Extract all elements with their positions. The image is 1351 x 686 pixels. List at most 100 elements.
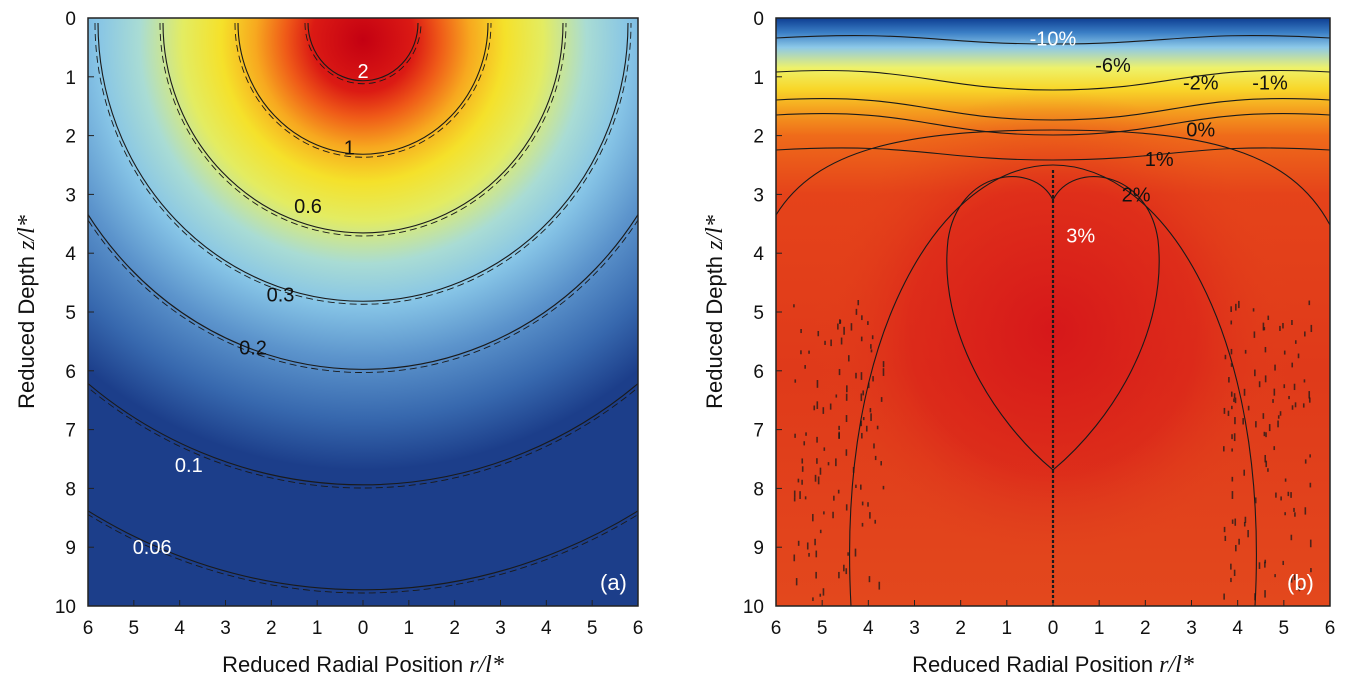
panel-b-noise-mark [1265,460,1268,468]
panel-b-noise-mark [797,540,800,546]
panel-b-noise-mark [1264,375,1267,383]
panel-b-noise-mark [838,571,840,579]
panel-b-noise-mark [845,504,848,511]
panel-b-noise-mark [1302,584,1305,590]
panel-b-noise-mark [869,408,872,413]
panel-a-contour-label: 0.6 [294,196,322,218]
panel-b-x-tick-label: 3 [1186,618,1197,639]
panel-b-noise-mark [857,300,860,306]
panel-b-noise-mark [1267,468,1269,472]
panel-b-noise-mark [1268,424,1271,432]
panel-b-noise-mark [1228,377,1230,383]
panel-b-noise-mark [816,458,818,464]
panel-b-noise-mark [860,372,863,380]
panel-b-contour-label: 1% [1145,149,1174,171]
panel-b-y-tick-label: 6 [753,362,764,383]
panel-b-noise-mark [1223,407,1226,414]
panel-b-noise-mark [806,542,809,550]
panel-a-contour-label: 0.3 [267,284,295,306]
panel-b-noise-mark [861,315,863,321]
panel-b-noise-mark [855,372,857,379]
panel-b-contour-label: -1% [1252,73,1288,95]
panel-a-contour-line [237,22,489,155]
panel-b-contour-line [776,113,1330,136]
panel-b-noise-mark [1310,324,1313,333]
panel-b-noise-mark [1247,405,1250,411]
panel-a-y-ticks: 0 1 2 3 4 5 6 7 8 9 10 [55,9,94,618]
panel-a-contour-line [162,22,564,234]
panel-a-x-tick-label: 1 [404,618,415,639]
panel-b-x-tick-label: 1 [1094,618,1105,639]
panel-b-noise-mark [817,330,820,337]
panel-b-noise-mark [1274,574,1276,578]
panel-b-x-tick-label: 0 [1048,618,1059,639]
panel-b-noise-mark [1238,300,1240,309]
panel-b-noise-mark [839,319,842,324]
panel-b-noise-mark [1231,491,1234,499]
panel-b-y-tick-label: 10 [743,597,764,618]
panel-b-noise-mark [1291,405,1294,410]
panel-b-noise-mark [1308,391,1311,399]
panel-a-contour-dashed [159,22,567,237]
panel-b-contour-line [776,98,1330,121]
panel-b-noise-mark [813,405,816,411]
panel-b-noise-mark [1309,482,1312,488]
panel-b-noise-mark [867,321,869,325]
panel-a-y-axis-label: Reduced Depth z/l* [14,215,40,409]
panel-a-y-tick-label: 1 [65,68,76,89]
panel-b-noise-mark [1264,454,1267,463]
panel-a-y-tick-label: 8 [65,479,76,500]
panel-b-noise-mark [816,436,818,443]
panel-b-noise-mark [852,466,855,473]
panel-b-noise-mark [819,593,822,597]
panel-b-noise-mark [872,376,874,382]
panel-b-noise-mark [1308,300,1311,306]
panel-b-noise-mark [862,417,865,421]
panel-a-contour-line [307,22,419,82]
panel-a-y-tick-label: 10 [55,597,76,618]
panel-b-noise-mark [1291,320,1293,325]
panel-a-x-tick-label: 6 [83,618,94,639]
panel-b-noise-mark [847,355,850,362]
panel-b-noise-mark [832,511,834,519]
panel-b-noise-mark [1290,534,1293,541]
panel-a-x-ticks: 6 5 4 3 2 1 0 1 2 3 4 5 6 [83,600,644,639]
panel-a-x-tick-label: 2 [449,618,460,639]
panel-b-contour-line [849,164,1257,606]
panel-b-contours [776,34,1330,606]
panel-a-contour-labels: 2 1 0.6 0.3 0.2 0.1 0.06 [133,61,369,559]
panel-b-noise-mark [882,485,885,490]
panel-b-noise-mark [1284,512,1286,516]
panel-b-noise-mark [1275,492,1277,498]
panel-b-noise-mark [1254,593,1256,601]
panel-b-noise-mark [1224,354,1227,360]
panel-b-noise-mark [860,336,863,342]
panel-a-x-tick-label: 4 [541,618,552,639]
panel-b-noise-mark [1258,562,1261,569]
panel-a-x-tick-label: 6 [633,618,644,639]
panel-b-noise-mark [1283,350,1286,355]
panel-b-contour-label: 0% [1186,120,1215,142]
panel-a-contour-dashed [94,22,632,305]
panel-b-noise-mark [871,335,874,340]
panel-b-noise-mark [1267,315,1270,321]
panel-b-noise-mark [1279,411,1282,416]
panel-b-noise-mark [1230,577,1232,583]
panel-b-x-tick-label: 6 [771,618,782,639]
panel-b-noise-mark [824,340,826,345]
panel-a-heatmap [88,18,638,606]
panel-b-noise-mark [822,407,825,414]
panel-b-noise-mark [1230,320,1233,325]
panel-b-noise-mark [800,350,802,355]
panel-b-noise-mark [846,385,848,393]
panel-b-y-tick-label: 3 [753,185,764,206]
panel-b-noise-mark [847,552,849,556]
panel-b-x-tick-label: 4 [1232,618,1243,639]
panel-b-x-axis-label: Reduced Radial Position r/l* [912,652,1194,678]
panel-b-noise-mark [845,415,848,422]
panel-b-noise-mark [837,489,840,494]
panel-b-noise-mark [812,597,814,601]
panel-b-noise-mark [794,433,796,438]
panel-b-noise-mark [1253,331,1256,338]
